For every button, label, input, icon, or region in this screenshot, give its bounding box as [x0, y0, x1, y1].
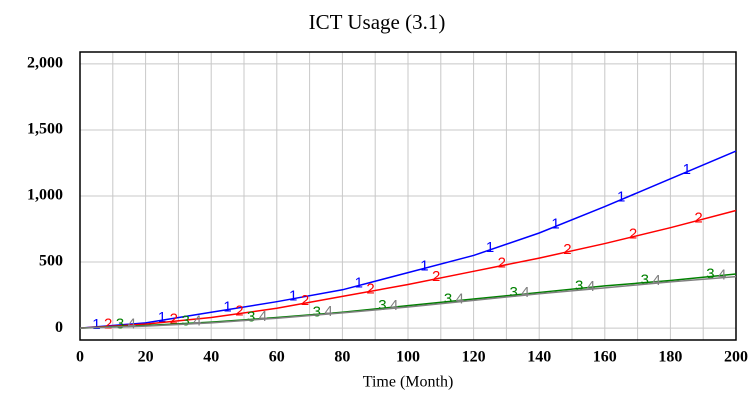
series-marker: 4	[652, 272, 660, 289]
series-marker: 3	[509, 284, 517, 301]
y-tick-label: 1,000	[27, 187, 63, 204]
y-tick-label: 500	[39, 253, 63, 270]
series-marker: 4	[456, 291, 464, 308]
series-marker: 4	[193, 312, 201, 329]
series-marker: 1	[420, 257, 428, 274]
x-tick-label: 120	[462, 349, 486, 366]
x-axis-label: Time (Month)	[363, 374, 454, 391]
series-marker: 1	[158, 309, 166, 326]
chart-title: ICT Usage (3.1)	[309, 10, 446, 34]
series-marker: 3	[641, 272, 649, 289]
series-marker: 4	[718, 267, 726, 284]
series-marker: 4	[259, 308, 267, 325]
series-marker: 4	[521, 284, 529, 301]
series-marker: 2	[629, 226, 637, 243]
y-tick-label: 2,000	[27, 55, 63, 72]
plot-frame	[79, 51, 737, 341]
series-line	[79, 209, 737, 329]
series-marker: 4	[587, 278, 595, 295]
series-line	[79, 150, 737, 329]
series-marker: 2	[694, 209, 702, 226]
x-tick-label: 40	[203, 349, 219, 366]
y-tick-label: 0	[55, 319, 63, 336]
series-marker: 2	[301, 292, 309, 309]
series-marker: 2	[432, 268, 440, 285]
series-marker: 4	[128, 316, 136, 333]
series-marker: 2	[104, 315, 112, 332]
series-marker: 4	[324, 303, 332, 320]
series-marker: 1	[289, 288, 297, 305]
series-marker: 3	[313, 303, 321, 320]
x-tick-label: 160	[593, 349, 617, 366]
x-tick-label: 180	[658, 349, 682, 366]
x-tick-label: 20	[138, 349, 154, 366]
series-marker: 3	[378, 297, 386, 314]
series-marker: 3	[575, 277, 583, 294]
series-marker: 1	[617, 189, 625, 206]
series-marker: 1	[355, 274, 363, 291]
y-tick-label: 1,500	[27, 121, 63, 138]
x-tick-label: 140	[527, 349, 551, 366]
x-tick-label: 60	[269, 349, 285, 366]
series-marker: 2	[235, 303, 243, 320]
series-marker: 1	[92, 316, 100, 333]
series-line	[79, 275, 737, 329]
series-marker: 1	[551, 215, 559, 232]
series-marker: 3	[247, 308, 255, 325]
x-tick-label: 80	[334, 349, 350, 366]
series-marker: 4	[390, 297, 398, 314]
series-marker: 3	[116, 315, 124, 332]
series-marker: 2	[366, 280, 374, 297]
x-tick-label: 200	[724, 349, 748, 366]
series-marker: 1	[683, 161, 691, 178]
series-marker: 3	[706, 265, 714, 282]
x-tick-label: 100	[396, 349, 420, 366]
series-marker: 3	[181, 312, 189, 329]
series-marker: 3	[444, 291, 452, 308]
x-tick-label: 0	[76, 349, 84, 366]
series-marker: 2	[563, 241, 571, 258]
series-marker: 1	[486, 239, 494, 256]
series-marker: 2	[498, 255, 506, 272]
series-marker: 1	[223, 299, 231, 316]
series-marker: 2	[170, 310, 178, 327]
